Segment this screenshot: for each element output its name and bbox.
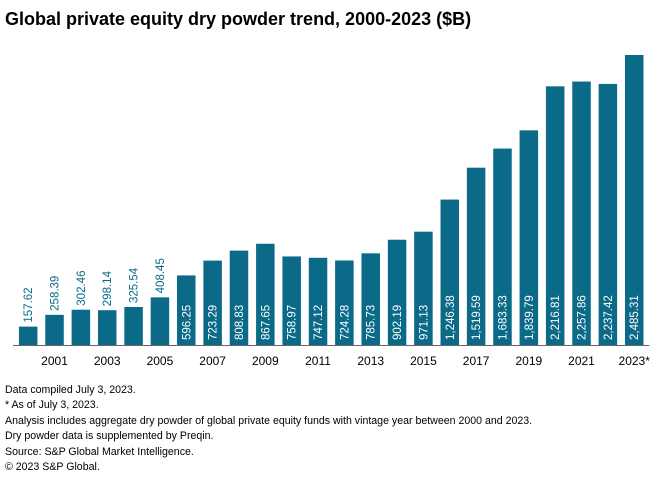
bar-2009 (256, 243, 275, 345)
footnote-source: Source: S&P Global Market Intelligence. (5, 445, 194, 458)
bar-2018 (493, 148, 512, 345)
data-label-2007: 723.29 (208, 305, 220, 340)
data-label-2003: 298.14 (102, 270, 114, 306)
x-tick-label-2013: 2013 (357, 354, 384, 368)
data-label-2009: 867.65 (260, 305, 272, 340)
bar-2022 (598, 83, 618, 346)
footnote-asterisk: * As of July 3, 2023. (5, 399, 99, 412)
data-label-2015: 971.13 (418, 305, 430, 340)
bar-2014 (387, 239, 407, 345)
bar-2010 (282, 256, 301, 345)
x-tick-label-2011: 2011 (305, 354, 331, 368)
bar-2023* (624, 55, 644, 345)
x-tick-label-2019: 2019 (515, 354, 542, 368)
x-tick-label-2009: 2009 (252, 354, 279, 368)
bar-2019 (519, 130, 539, 345)
bar-2002 (71, 309, 91, 345)
footnote-copyright: © 2023 S&P Global. (5, 461, 100, 474)
x-tick-label-2003: 2003 (94, 354, 121, 368)
data-label-2006: 596.25 (181, 305, 193, 340)
x-tick-label-2015: 2015 (410, 354, 437, 368)
data-label-2001: 258.39 (50, 276, 62, 311)
data-label-2016: 1,246.38 (445, 295, 457, 340)
bar-2016 (440, 199, 460, 345)
data-label-2017: 1,519.59 (471, 295, 483, 340)
bar-2012 (335, 260, 354, 345)
bar-2004 (124, 307, 143, 345)
data-label-2004: 325.54 (129, 267, 141, 303)
bar-2001 (45, 314, 64, 345)
data-label-2022: 2,237.42 (603, 295, 615, 340)
x-tick-label-2023star: 2023* (619, 354, 651, 368)
bar-2008 (229, 250, 249, 345)
data-label-2018: 1,683.33 (497, 295, 509, 340)
data-label-2005: 408.45 (155, 258, 167, 293)
data-label-2002: 302.46 (76, 271, 88, 306)
bar-2005 (150, 297, 170, 345)
bar-2003 (97, 310, 117, 345)
bar-2015 (414, 231, 433, 345)
bar-2006 (177, 275, 196, 345)
bar-2007 (203, 260, 222, 345)
x-tick-label-2005: 2005 (147, 354, 174, 368)
bar-2000 (18, 326, 38, 345)
data-label-2019: 1,839.79 (524, 295, 536, 340)
data-label-2008: 808.83 (234, 305, 246, 340)
bar-2017 (466, 167, 486, 345)
footnotes: Data compiled July 3, 2023. * As of July… (5, 383, 532, 475)
bar-chart: 157.62 258.39 302.46 298.14 325.54 408.45 596.… (13, 55, 651, 368)
data-label-2014: 902.19 (392, 305, 404, 340)
x-tick-label-2017: 2017 (463, 354, 490, 368)
x-tick-label-2001: 2001 (41, 354, 68, 368)
data-label-2013: 785.73 (366, 305, 378, 340)
data-label-2011: 747.12 (313, 305, 325, 340)
bar-2013 (361, 253, 380, 345)
data-label-2020: 2,216.81 (550, 295, 562, 340)
footnote-compiled: Data compiled July 3, 2023. (5, 384, 136, 396)
x-tick-label-2007: 2007 (199, 354, 226, 368)
footnote-preqin: Dry powder data is supplemented by Preqi… (5, 430, 214, 443)
footnote-analysis: Analysis includes aggregate dry powder o… (5, 414, 533, 427)
data-label-2021: 2,257.86 (577, 295, 589, 340)
data-label-2023*: 2,485.31 (629, 295, 641, 340)
data-label-2000: 157.62 (23, 287, 35, 322)
chart-title: Global private equity dry powder trend, … (5, 9, 472, 29)
x-tick-label-2021: 2021 (568, 354, 595, 368)
data-label-2010: 758.97 (287, 305, 299, 340)
data-label-2012: 724.28 (339, 305, 351, 340)
bar-2020 (545, 86, 565, 345)
bar-2021 (572, 81, 591, 345)
bar-2011 (308, 257, 328, 345)
